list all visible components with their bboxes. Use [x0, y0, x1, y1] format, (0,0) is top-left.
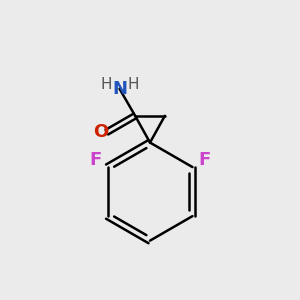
- Text: F: F: [198, 152, 210, 169]
- Text: H: H: [127, 77, 139, 92]
- Text: H: H: [100, 77, 112, 92]
- Text: N: N: [112, 80, 127, 98]
- Text: O: O: [93, 123, 108, 141]
- Text: F: F: [90, 152, 102, 169]
